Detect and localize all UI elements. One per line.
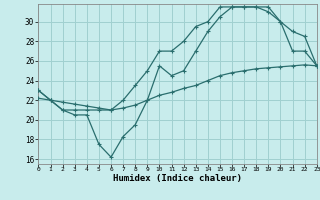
X-axis label: Humidex (Indice chaleur): Humidex (Indice chaleur) (113, 174, 242, 183)
